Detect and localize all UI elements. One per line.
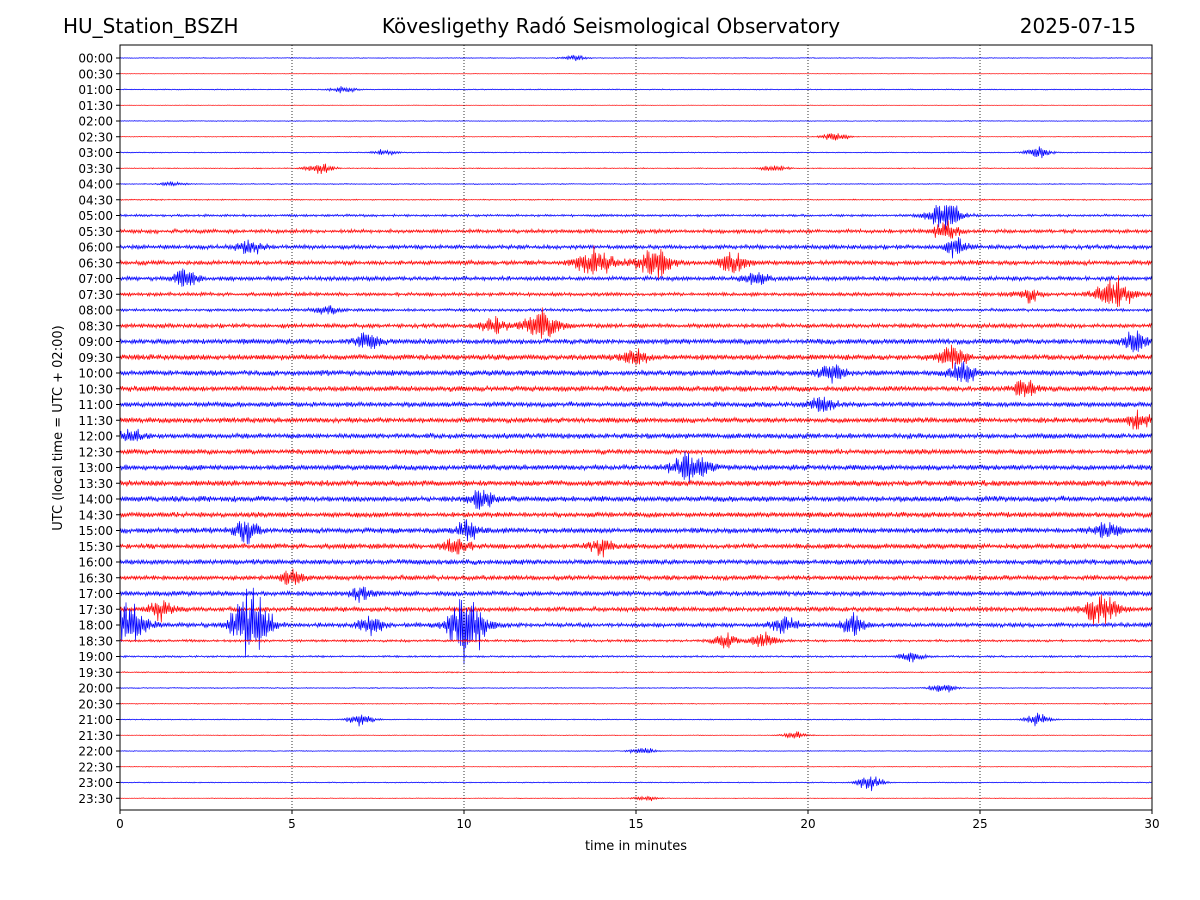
trace-2100 xyxy=(119,712,1153,727)
y-tick-label: 13:00 xyxy=(78,461,113,475)
y-tick-label: 12:00 xyxy=(78,430,113,444)
trace-2300 xyxy=(119,776,1153,792)
trace-1830 xyxy=(119,631,1153,649)
y-tick-label: 22:00 xyxy=(78,745,113,759)
y-tick-label: 04:30 xyxy=(78,193,113,207)
trace-0000 xyxy=(119,54,1153,62)
y-tick-label: 09:30 xyxy=(78,351,113,365)
y-tick-label: 15:00 xyxy=(78,524,113,538)
y-tick-label: 18:00 xyxy=(78,619,113,633)
trace-2200 xyxy=(119,747,1153,755)
y-tick-label: 19:00 xyxy=(78,650,113,664)
y-tick-label: 10:00 xyxy=(78,367,113,381)
x-tick-label: 10 xyxy=(456,817,471,831)
trace-0600 xyxy=(119,237,1153,259)
trace-0030 xyxy=(119,73,1153,75)
y-tick-label: 08:00 xyxy=(78,304,113,318)
y-tick-label: 01:00 xyxy=(78,83,113,97)
y-tick-label: 06:00 xyxy=(78,241,113,255)
y-tick-label: 20:00 xyxy=(78,682,113,696)
y-tick-label: 13:30 xyxy=(78,477,113,491)
y-tick-label: 07:00 xyxy=(78,272,113,286)
x-tick-label: 0 xyxy=(116,817,124,831)
y-tick-label: 02:00 xyxy=(78,115,113,129)
y-tick-label: 21:00 xyxy=(78,713,113,727)
trace-0200 xyxy=(119,120,1153,122)
y-tick-label: 16:00 xyxy=(78,556,113,570)
station-title: HU_Station_BSZH xyxy=(63,14,239,38)
y-tick-label: 06:30 xyxy=(78,256,113,270)
trace-2000 xyxy=(119,684,1153,693)
trace-0530 xyxy=(119,220,1153,239)
trace-2230 xyxy=(119,765,1153,768)
trace-0630 xyxy=(119,245,1153,279)
y-tick-label: 12:30 xyxy=(78,445,113,459)
y-tick-label: 05:30 xyxy=(78,225,113,239)
trace-1330 xyxy=(119,479,1153,487)
y-tick-label: 21:30 xyxy=(78,729,113,743)
y-tick-label: 04:00 xyxy=(78,178,113,192)
y-tick-label: 02:30 xyxy=(78,130,113,144)
x-tick-label: 20 xyxy=(800,817,815,831)
x-tick-label: 15 xyxy=(628,817,643,831)
y-tick-label: 08:30 xyxy=(78,319,113,333)
y-tick-label: 05:00 xyxy=(78,209,113,223)
y-tick-label: 11:30 xyxy=(78,414,113,428)
trace-1530 xyxy=(119,538,1153,558)
date-title: 2025-07-15 xyxy=(1019,14,1136,38)
trace-0430 xyxy=(119,198,1153,201)
y-tick-label: 16:30 xyxy=(78,571,113,585)
observatory-title: Kövesligethy Radó Seismological Observat… xyxy=(381,14,841,38)
y-tick-label: 23:00 xyxy=(78,776,113,790)
y-tick-label: 19:30 xyxy=(78,666,113,680)
x-axis-label: time in minutes xyxy=(585,839,687,854)
y-tick-label: 14:00 xyxy=(78,493,113,507)
trace-1000 xyxy=(119,361,1153,384)
y-tick-label: 00:00 xyxy=(78,52,113,66)
y-tick-label: 03:30 xyxy=(78,162,113,176)
y-tick-label: 17:00 xyxy=(78,587,113,601)
y-tick-label: 03:00 xyxy=(78,146,113,160)
trace-0230 xyxy=(119,133,1153,141)
y-tick-label: 14:30 xyxy=(78,508,113,522)
y-tick-label: 09:00 xyxy=(78,335,113,349)
y-tick-label: 17:30 xyxy=(78,603,113,617)
y-tick-label: 22:30 xyxy=(78,760,113,774)
trace-0100 xyxy=(119,86,1153,94)
trace-1030 xyxy=(119,379,1153,398)
y-tick-label: 15:30 xyxy=(78,540,113,554)
y-tick-label: 23:30 xyxy=(78,792,113,806)
trace-0800 xyxy=(119,305,1153,315)
traces-layer xyxy=(119,54,1153,802)
trace-0400 xyxy=(119,180,1153,187)
trace-2030 xyxy=(119,702,1153,705)
trace-0700 xyxy=(119,268,1153,287)
trace-1800 xyxy=(119,587,1153,665)
y-tick-label: 01:30 xyxy=(78,99,113,113)
x-tick-label: 5 xyxy=(288,817,296,831)
grid-layer xyxy=(291,45,981,810)
y-tick-label: 20:30 xyxy=(78,697,113,711)
y-tick-label: 10:30 xyxy=(78,382,113,396)
x-axis: 0 5 10 15 20 25 30 xyxy=(116,810,1160,831)
x-tick-label: 30 xyxy=(1144,817,1159,831)
y-tick-label: 11:00 xyxy=(78,398,113,412)
y-tick-label: 18:30 xyxy=(78,634,113,648)
trace-1130 xyxy=(119,409,1153,430)
x-tick-label: 25 xyxy=(972,817,987,831)
y-axis-label: UTC (local time = UTC + 02:00) xyxy=(51,325,66,530)
trace-1600 xyxy=(119,558,1153,566)
y-tick-label: 00:30 xyxy=(78,67,113,81)
y-tick-label: 07:30 xyxy=(78,288,113,302)
trace-1730 xyxy=(119,594,1153,626)
